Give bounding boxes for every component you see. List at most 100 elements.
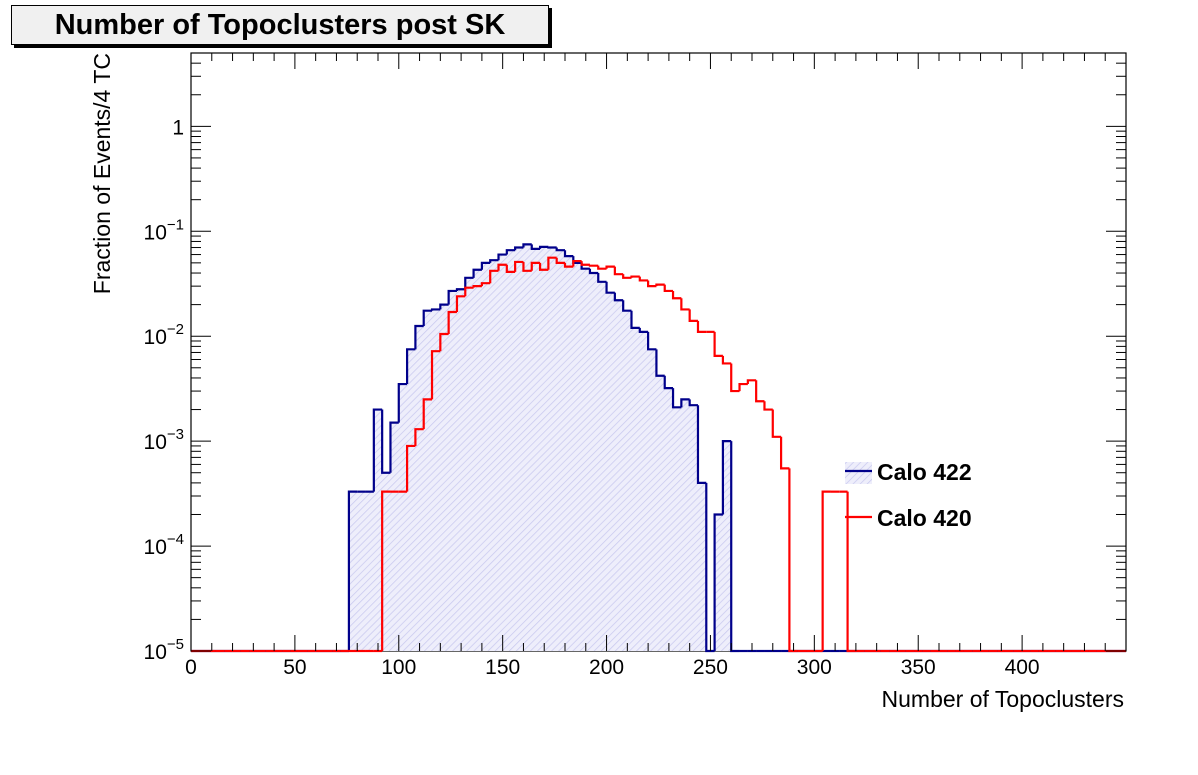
x-tick-label: 300 xyxy=(797,656,832,679)
bin-calo-422-64 xyxy=(721,440,732,515)
x-tick-label: 0 xyxy=(185,656,197,679)
bin-calo-420-38 xyxy=(505,264,516,274)
bin-calo-422-31 xyxy=(447,289,457,305)
bin-calo-420-45 xyxy=(563,262,574,268)
bin-calo-420-26 xyxy=(405,444,416,492)
x-tick-label: 150 xyxy=(485,656,520,679)
bin-calo-420-56 xyxy=(655,283,665,287)
chart-title: Number of Topoclusters post SK xyxy=(11,5,549,45)
bin-calo-422-26 xyxy=(405,348,416,385)
bin-calo-420-33 xyxy=(464,286,474,297)
bin-calo-420-79 xyxy=(846,491,856,653)
bin-calo-422-35 xyxy=(480,261,491,270)
bin-calo-420-48 xyxy=(588,264,599,267)
bin-calo-422-34 xyxy=(472,268,482,278)
bin-calo-422-52 xyxy=(622,300,632,312)
bin-calo-420-49 xyxy=(597,265,607,270)
bin-calo-422-60 xyxy=(688,399,698,407)
bin-calo-422-29 xyxy=(430,308,441,311)
bin-calo-420-44 xyxy=(555,257,565,264)
bin-calo-420-39 xyxy=(514,260,524,272)
bin-calo-420-51 xyxy=(613,266,624,276)
bin-calo-422-56 xyxy=(655,349,665,377)
bin-calo-422-58 xyxy=(671,388,682,409)
bin-calo-422-59 xyxy=(680,398,690,408)
bin-calo-422-28 xyxy=(422,309,433,327)
bin-calo-420-65 xyxy=(730,363,740,393)
legend-label: Calo 420 xyxy=(877,505,972,531)
bin-calo-422-50 xyxy=(605,281,615,294)
x-tick-label: 400 xyxy=(1005,656,1040,679)
bin-calo-420-43 xyxy=(547,256,557,270)
bin-calo-422-55 xyxy=(647,331,657,351)
bin-calo-422-24 xyxy=(389,421,399,473)
bin-calo-420-76 xyxy=(821,490,831,651)
x-tick-label: 350 xyxy=(901,656,936,679)
bin-calo-420-69 xyxy=(763,401,773,411)
bin-calo-420-36 xyxy=(489,269,499,284)
bin-calo-422-43 xyxy=(547,246,557,249)
bin-calo-420-52 xyxy=(622,274,632,279)
bin-calo-420-28 xyxy=(422,398,433,430)
x-axis-title: Number of Topoclusters xyxy=(882,686,1124,712)
bin-calo-422-54 xyxy=(638,327,649,333)
legend-swatch-fill xyxy=(845,462,872,484)
bin-calo-422-25 xyxy=(397,382,408,423)
bin-calo-422-63 xyxy=(713,513,723,651)
bin-calo-422-51 xyxy=(613,292,624,302)
x-tick-label: 250 xyxy=(693,656,728,679)
bin-calo-420-68 xyxy=(755,380,765,403)
bin-calo-422-30 xyxy=(439,303,449,310)
bin-calo-420-32 xyxy=(455,295,466,313)
series-fill-calo-422 xyxy=(191,244,1131,651)
y-tick-label: 10−3 xyxy=(144,426,184,454)
bin-calo-422-39 xyxy=(514,246,524,251)
x-tick-label: 50 xyxy=(283,656,306,679)
bin-calo-420-55 xyxy=(647,280,657,288)
bin-calo-422-40 xyxy=(522,243,532,248)
y-tick-label: 10−1 xyxy=(144,216,184,244)
bin-calo-422-44 xyxy=(555,247,565,252)
bin-calo-422-61 xyxy=(696,405,707,484)
bin-calo-420-53 xyxy=(630,275,640,278)
bin-calo-422-38 xyxy=(505,249,516,255)
bin-calo-422-27 xyxy=(414,324,424,350)
bin-calo-420-72 xyxy=(788,468,798,653)
bin-calo-422-49 xyxy=(597,273,607,283)
bin-calo-420-64 xyxy=(721,355,732,365)
legend-label: Calo 422 xyxy=(877,459,972,485)
bin-calo-420-34 xyxy=(472,285,482,288)
bin-calo-420-29 xyxy=(430,350,441,400)
bin-calo-422-48 xyxy=(588,268,599,275)
bin-calo-420-54 xyxy=(638,276,649,282)
bin-calo-420-59 xyxy=(680,298,690,311)
bin-calo-422-22 xyxy=(372,408,383,492)
y-tick-label: 10−5 xyxy=(144,636,184,664)
bin-calo-420-31 xyxy=(447,310,457,334)
bin-calo-422-33 xyxy=(464,276,474,290)
bin-calo-422-45 xyxy=(563,250,574,258)
bin-calo-422-57 xyxy=(663,375,674,390)
bin-calo-420-40 xyxy=(522,261,532,272)
bin-calo-420-42 xyxy=(538,262,549,271)
bin-calo-420-30 xyxy=(439,332,449,352)
y-tick-label: 1 xyxy=(172,116,184,139)
x-tick-label: 100 xyxy=(381,656,416,679)
bin-calo-420-61 xyxy=(696,320,707,333)
bin-calo-422-19 xyxy=(347,490,358,651)
bin-calo-420-35 xyxy=(480,282,491,287)
bin-calo-420-70 xyxy=(771,409,782,438)
bin-calo-420-27 xyxy=(414,428,424,446)
bin-calo-420-71 xyxy=(779,436,790,470)
bin-calo-422-37 xyxy=(497,253,507,261)
bin-calo-420-67 xyxy=(746,379,757,385)
bin-calo-422-62 xyxy=(705,482,715,653)
bin-calo-420-37 xyxy=(497,263,507,271)
bin-calo-420-41 xyxy=(530,261,541,271)
legend-item-calo-420: Calo 420 xyxy=(845,505,972,531)
bin-calo-420-60 xyxy=(688,309,698,322)
x-tick-label: 200 xyxy=(589,656,624,679)
bin-calo-422-65 xyxy=(730,441,740,653)
bin-calo-420-23 xyxy=(381,490,391,651)
